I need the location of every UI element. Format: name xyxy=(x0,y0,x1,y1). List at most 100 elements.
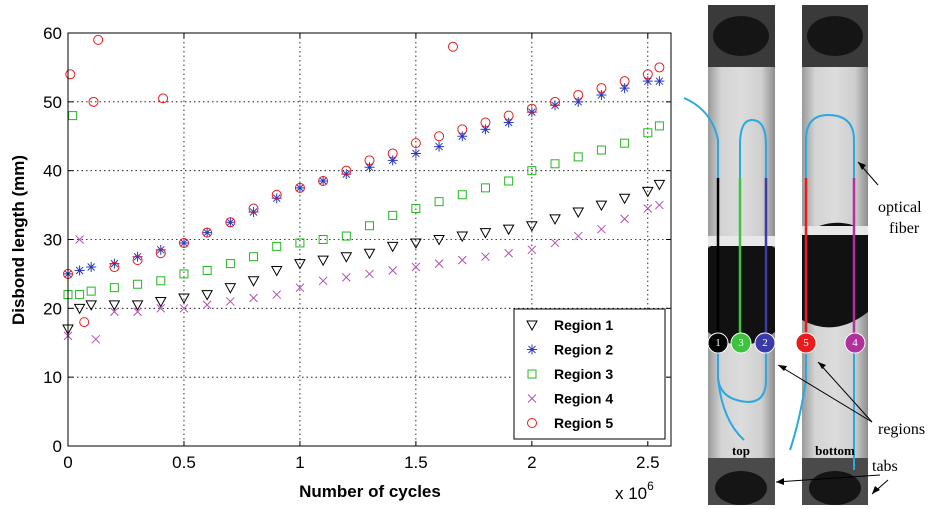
data-point xyxy=(318,175,329,186)
y-tick-label: 60 xyxy=(43,24,62,43)
data-point xyxy=(86,262,97,273)
data-point xyxy=(480,124,491,135)
regions-arrow-2 xyxy=(817,361,873,423)
data-point xyxy=(457,255,467,265)
data-point xyxy=(154,296,167,308)
data-point xyxy=(596,89,607,100)
fiber-bottom xyxy=(805,113,855,470)
legend-entry: Region 3 xyxy=(554,366,613,382)
optical-fibers xyxy=(683,97,855,470)
data-point xyxy=(131,300,144,311)
data-point xyxy=(410,148,421,159)
optical-fiber-arrowhead xyxy=(858,162,866,170)
data-point xyxy=(503,117,514,128)
data-point xyxy=(364,162,375,173)
data-point xyxy=(202,227,213,238)
data-point xyxy=(318,276,328,286)
data-point xyxy=(79,317,90,328)
data-point xyxy=(619,83,630,94)
data-point xyxy=(641,186,654,198)
data-point xyxy=(294,259,306,270)
data-point xyxy=(364,155,375,166)
y-tick-label: 40 xyxy=(43,162,62,181)
regions-arrowhead-2 xyxy=(818,362,826,369)
data-point xyxy=(85,300,98,311)
legend-entry: Region 2 xyxy=(554,342,613,358)
annotation-optical-fiber: optical fiber xyxy=(857,161,922,237)
data-point xyxy=(410,238,422,249)
data-point xyxy=(642,76,653,87)
optical-fiber-label-line1: optical xyxy=(878,199,922,216)
x-tick-label: 0 xyxy=(63,453,72,472)
data-point xyxy=(272,290,282,299)
data-point xyxy=(386,241,399,253)
regions-label: regions xyxy=(878,421,925,438)
data-point xyxy=(294,182,305,193)
data-point xyxy=(225,259,235,269)
data-point xyxy=(434,141,445,152)
region-3-marker xyxy=(730,332,752,354)
region-2-marker xyxy=(754,332,776,354)
y-tick-label: 0 xyxy=(53,437,62,456)
data-point xyxy=(653,179,666,191)
axis-ticks: 0 0.5 1 1.5 2 2.5 0 10 20 30 40 50 60 xyxy=(43,24,671,472)
data-point xyxy=(550,238,560,248)
data-point xyxy=(618,193,631,205)
data-point xyxy=(549,214,561,225)
data-point xyxy=(271,189,282,200)
legend-marker xyxy=(527,344,537,355)
data-point xyxy=(93,34,104,45)
data-point xyxy=(363,248,376,260)
data-point xyxy=(433,235,445,246)
legend-marker xyxy=(526,320,538,332)
x-tick-label: 1.5 xyxy=(404,453,428,472)
tabs-arrow-1 xyxy=(775,474,881,483)
strip-top xyxy=(708,5,775,505)
data-point xyxy=(271,193,282,204)
region-segments xyxy=(716,178,856,342)
data-point xyxy=(318,175,329,186)
legend-box xyxy=(513,308,666,440)
data-point xyxy=(341,165,352,176)
data-point xyxy=(224,283,237,294)
strip-bottom-tab-upper-shade xyxy=(807,16,863,56)
data-point xyxy=(572,207,585,218)
data-point xyxy=(643,204,653,213)
data-point xyxy=(270,265,283,277)
region-5-number: 5 xyxy=(803,337,809,349)
data-point xyxy=(573,231,583,241)
data-point xyxy=(225,217,236,228)
data-point xyxy=(178,237,189,248)
x-axis-label: Number of cycles xyxy=(299,482,441,501)
data-point xyxy=(341,231,351,241)
strip-bottom-bond-band xyxy=(802,226,868,235)
data-point xyxy=(248,203,259,214)
data-point xyxy=(109,258,120,269)
region-3-number: 3 xyxy=(738,337,744,349)
series-2 xyxy=(63,76,665,279)
x-tick-label: 1 xyxy=(295,453,304,472)
fiber-top-tail xyxy=(717,377,745,441)
data-point xyxy=(65,69,76,80)
data-point xyxy=(387,148,398,159)
data-point xyxy=(68,111,78,121)
region-2-number: 2 xyxy=(762,337,768,349)
legend: Region 1 Region 2 Region 3 Region 4 Region 5 xyxy=(513,308,666,440)
data-point xyxy=(654,121,664,131)
data-point xyxy=(295,238,305,248)
data-point xyxy=(619,76,630,87)
regions-arrowhead-1 xyxy=(778,365,787,371)
data-point xyxy=(526,107,537,118)
data-point xyxy=(109,283,119,293)
data-point xyxy=(340,252,353,263)
data-point xyxy=(178,237,189,248)
data-point xyxy=(155,244,166,255)
strip-top-label: top xyxy=(732,443,750,458)
data-point xyxy=(158,93,169,104)
data-point xyxy=(272,241,282,251)
legend-marker xyxy=(527,369,537,379)
legend-marker xyxy=(527,418,537,428)
data-point xyxy=(108,300,121,311)
data-point xyxy=(249,293,258,303)
x-tick-label: 2 xyxy=(527,453,536,472)
